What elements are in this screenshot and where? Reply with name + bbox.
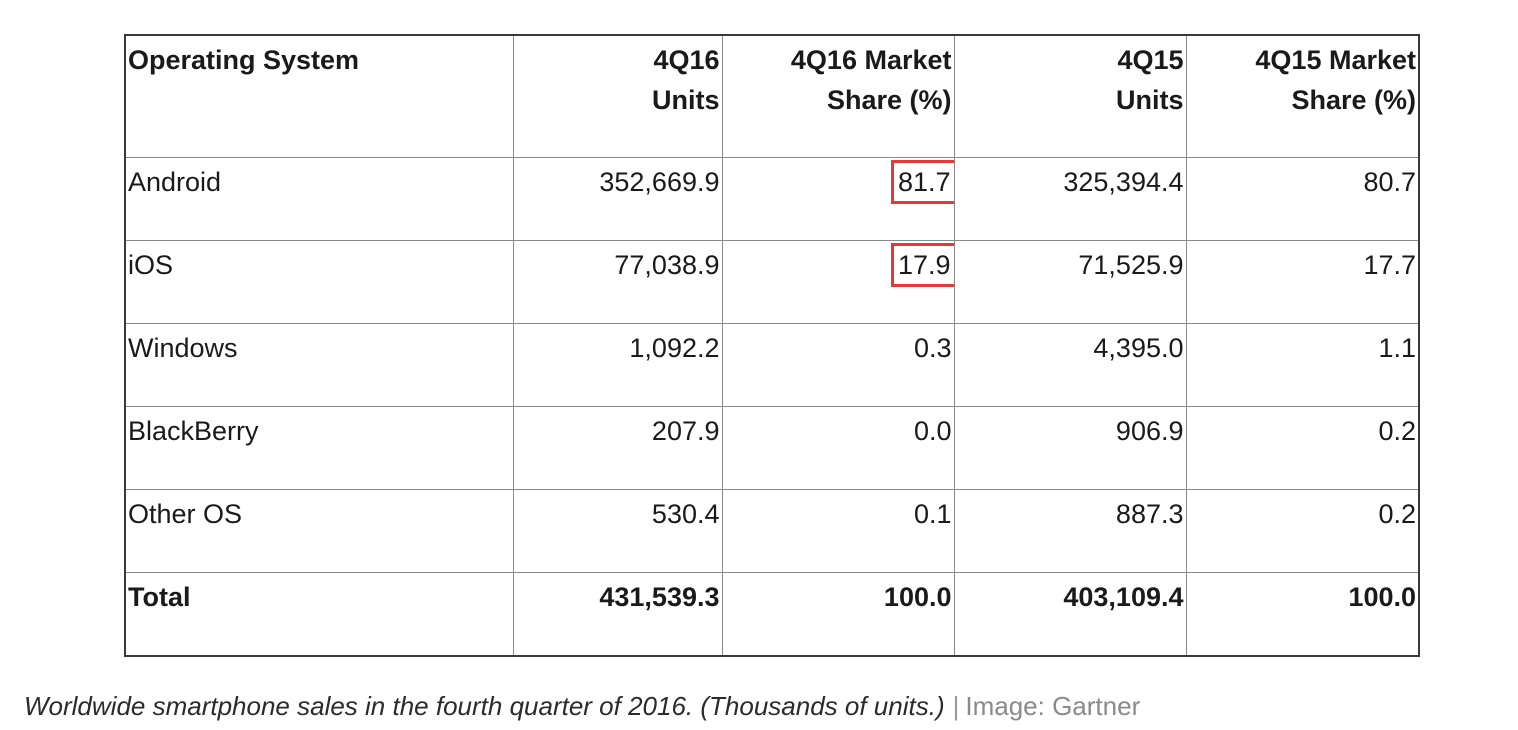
cell-os: BlackBerry: [124, 406, 514, 490]
cell-4q16-share: 17.9: [721, 240, 955, 324]
cell-total-4q15-share: 100.0: [1185, 572, 1420, 657]
cell-4q16-share: 0.3: [721, 323, 955, 407]
cell-os: Other OS: [124, 489, 514, 573]
header-line: Operating System: [128, 45, 360, 75]
cell-total-label: Total: [124, 572, 514, 657]
table-row: Android 352,669.9 81.7 325,394.4 80.7: [124, 157, 1420, 241]
header-line: 4Q16 Market: [790, 45, 952, 75]
cell-4q15-share: 17.7: [1185, 240, 1420, 324]
header-4q15-share: 4Q15 Market Share (%): [1185, 34, 1420, 158]
table-header-row: Operating System 4Q16 Units 4Q16 Market …: [124, 34, 1420, 158]
cell-os: Windows: [124, 323, 514, 407]
sales-figure: Operating System 4Q16 Units 4Q16 Market …: [124, 34, 1420, 657]
table-row: Windows 1,092.2 0.3 4,395.0 1.1: [124, 323, 1420, 407]
cell-os: Android: [124, 157, 514, 241]
cell-4q15-units: 4,395.0: [953, 323, 1187, 407]
cell-os: iOS: [124, 240, 514, 324]
caption-separator: |: [952, 691, 960, 721]
cell-4q16-units: 530.4: [512, 489, 723, 573]
caption-text: Worldwide smartphone sales in the fourth…: [24, 691, 945, 721]
cell-4q15-share: 80.7: [1185, 157, 1420, 241]
table-row: Other OS 530.4 0.1 887.3 0.2: [124, 489, 1420, 573]
table-row: iOS 77,038.9 17.9 71,525.9 17.7: [124, 240, 1420, 324]
table-total-row: Total 431,539.3 100.0 403,109.4 100.0: [124, 572, 1420, 657]
cell-4q15-units: 325,394.4: [953, 157, 1187, 241]
cell-total-4q15-units: 403,109.4: [953, 572, 1187, 657]
cell-4q15-units: 71,525.9: [953, 240, 1187, 324]
header-line: 4Q16: [653, 45, 720, 75]
cell-4q16-share: 0.0: [721, 406, 955, 490]
cell-4q15-units: 906.9: [953, 406, 1187, 490]
cell-total-4q16-share: 100.0: [721, 572, 955, 657]
header-operating-system: Operating System: [124, 34, 514, 158]
cell-4q15-share: 1.1: [1185, 323, 1420, 407]
cell-4q16-share: 81.7: [721, 157, 955, 241]
caption-credit: Image: Gartner: [965, 691, 1141, 721]
cell-4q16-units: 352,669.9: [512, 157, 723, 241]
header-line: Units: [652, 85, 720, 115]
header-line: 4Q15: [1117, 45, 1184, 75]
cell-4q15-share: 0.2: [1185, 406, 1420, 490]
cell-4q16-share: 0.1: [721, 489, 955, 573]
sales-table: Operating System 4Q16 Units 4Q16 Market …: [124, 34, 1420, 657]
cell-4q16-units: 207.9: [512, 406, 723, 490]
header-4q16-units: 4Q16 Units: [512, 34, 723, 158]
highlight-box: 81.7: [890, 160, 953, 204]
header-line: Share (%): [1291, 85, 1416, 115]
cell-total-4q16-units: 431,539.3: [512, 572, 723, 657]
header-4q16-share: 4Q16 Market Share (%): [721, 34, 955, 158]
header-line: Units: [1116, 85, 1184, 115]
header-line: Share (%): [826, 85, 952, 115]
header-4q15-units: 4Q15 Units: [953, 34, 1187, 158]
cell-4q15-units: 887.3: [953, 489, 1187, 573]
cell-4q15-share: 0.2: [1185, 489, 1420, 573]
highlight-box: 17.9: [890, 243, 953, 287]
cell-4q16-units: 1,092.2: [512, 323, 723, 407]
header-line: 4Q15 Market: [1255, 45, 1416, 75]
cell-4q16-units: 77,038.9: [512, 240, 723, 324]
figure-caption: Worldwide smartphone sales in the fourth…: [24, 690, 1140, 722]
table-row: BlackBerry 207.9 0.0 906.9 0.2: [124, 406, 1420, 490]
